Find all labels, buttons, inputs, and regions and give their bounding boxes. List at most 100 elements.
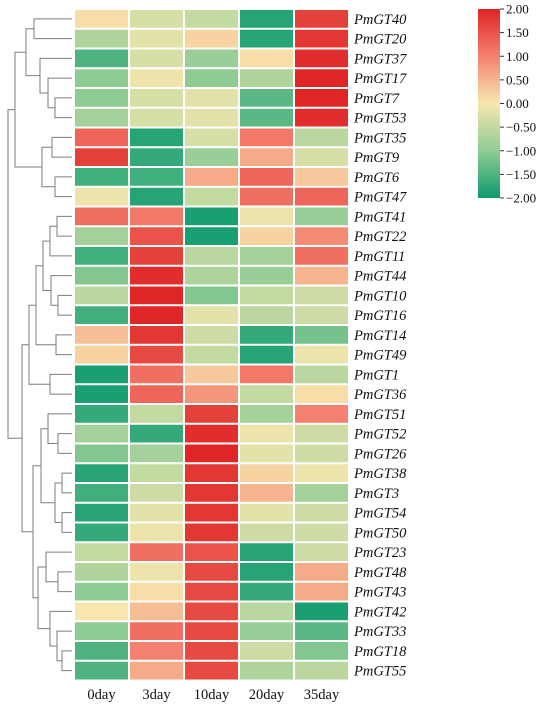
row-label: PmGT33 xyxy=(353,624,406,640)
row-label: PmGT54 xyxy=(353,506,406,522)
heatmap-cell xyxy=(240,128,293,147)
row-label: PmGT36 xyxy=(353,387,407,403)
heatmap-cell xyxy=(130,266,183,285)
heatmap-cell xyxy=(185,424,238,443)
heatmap-cell xyxy=(295,543,348,561)
heatmap-cell xyxy=(75,582,128,601)
heatmap-cell xyxy=(75,523,128,542)
dendrogram-branch xyxy=(54,176,72,198)
heatmap-cell xyxy=(130,602,183,621)
heatmap-cell xyxy=(185,187,238,206)
heatmap-cell xyxy=(295,385,348,403)
heatmap-cell xyxy=(295,10,348,28)
heatmap-cell xyxy=(130,642,183,660)
row-label: PmGT37 xyxy=(353,51,407,67)
heatmap-cell xyxy=(295,365,348,384)
row-label: PmGT11 xyxy=(353,249,405,265)
heatmap-cell xyxy=(240,523,293,542)
column-label: 20day xyxy=(249,687,285,703)
heatmap-cells xyxy=(75,10,348,680)
heatmap-cell xyxy=(75,247,128,265)
row-label: PmGT14 xyxy=(353,328,406,344)
heatmap-cell xyxy=(75,148,128,166)
heatmap-cell xyxy=(185,484,238,502)
heatmap-cell xyxy=(75,503,128,522)
heatmap-cell xyxy=(75,69,128,87)
heatmap-cell xyxy=(185,365,238,384)
dendrogram-branch xyxy=(45,551,72,583)
heatmap-cell xyxy=(75,168,128,186)
heatmap-cell xyxy=(240,484,293,502)
heatmap-cell xyxy=(295,69,348,87)
dendrogram-branch xyxy=(47,77,72,109)
heatmap-cell xyxy=(295,602,348,621)
row-label: PmGT16 xyxy=(353,308,407,324)
row-label: PmGT22 xyxy=(353,229,406,245)
heatmap-cell xyxy=(185,10,238,28)
heatmap-cell xyxy=(185,266,238,285)
heatmap-cell xyxy=(130,345,183,364)
heatmap-cell xyxy=(130,227,183,245)
row-label: PmGT6 xyxy=(353,170,400,186)
heatmap-cell xyxy=(240,89,293,107)
heatmap-cell xyxy=(75,326,128,344)
row-label: PmGT20 xyxy=(353,32,407,48)
heatmap-cell xyxy=(130,484,183,502)
row-label: PmGT1 xyxy=(353,367,399,383)
row-label: PmGT38 xyxy=(353,466,407,482)
heatmap-cell xyxy=(185,464,238,482)
row-label: PmGT26 xyxy=(353,446,407,462)
heatmap-cell xyxy=(185,306,238,324)
heatmap-cell xyxy=(240,69,293,87)
row-label: PmGT43 xyxy=(353,585,406,601)
heatmap-cell xyxy=(75,306,128,324)
heatmap-cell xyxy=(130,108,183,127)
row-label: PmGT7 xyxy=(353,91,400,107)
heatmap-cell xyxy=(240,29,293,48)
heatmap-cell xyxy=(75,424,128,443)
colorbar-tick-label: −1.50 xyxy=(506,167,536,182)
heatmap-cell xyxy=(240,642,293,660)
dendrogram-branch xyxy=(57,433,72,454)
heatmap-cell xyxy=(75,89,128,107)
heatmap-cell xyxy=(130,385,183,403)
heatmap-cell xyxy=(130,543,183,561)
row-label: PmGT44 xyxy=(353,269,406,285)
heatmap-cell xyxy=(75,385,128,403)
heatmap-cell xyxy=(185,405,238,423)
heatmap-cell xyxy=(240,207,293,226)
heatmap-cell xyxy=(130,128,183,147)
heatmap-cell xyxy=(240,582,293,601)
dendrogram-branch xyxy=(61,512,72,533)
heatmap-cell xyxy=(130,523,183,542)
heatmap-cell xyxy=(75,345,128,364)
dendrogram-branch xyxy=(49,610,72,647)
heatmap-cell xyxy=(295,286,348,305)
heatmap-cell xyxy=(240,227,293,245)
heatmap-cell xyxy=(130,29,183,48)
heatmap-cell xyxy=(185,29,238,48)
row-label: PmGT47 xyxy=(353,190,407,206)
heatmap-cell xyxy=(240,622,293,640)
heatmap-cell xyxy=(295,661,348,680)
colorbar-tick-label: −1.00 xyxy=(506,143,536,158)
dendrogram-branch xyxy=(49,225,72,257)
heatmap-cell xyxy=(185,642,238,660)
heatmap-cell xyxy=(295,168,348,186)
dendrogram-branch xyxy=(32,465,41,599)
column-label: 35day xyxy=(304,687,340,703)
dendrogram-branch xyxy=(57,571,72,593)
dendrogram-branch xyxy=(14,51,42,168)
heatmap-cell xyxy=(130,187,183,206)
heatmap-cell xyxy=(240,464,293,482)
row-label: PmGT52 xyxy=(353,427,406,443)
heatmap-cell xyxy=(185,543,238,561)
heatmap-cell xyxy=(185,503,238,522)
row-label: PmGT3 xyxy=(353,486,399,502)
dendrogram-branch xyxy=(7,109,22,439)
dendrogram-branch xyxy=(39,57,72,94)
heatmap-cell xyxy=(240,345,293,364)
row-label: PmGT41 xyxy=(353,209,406,225)
heatmap-cell xyxy=(240,168,293,186)
